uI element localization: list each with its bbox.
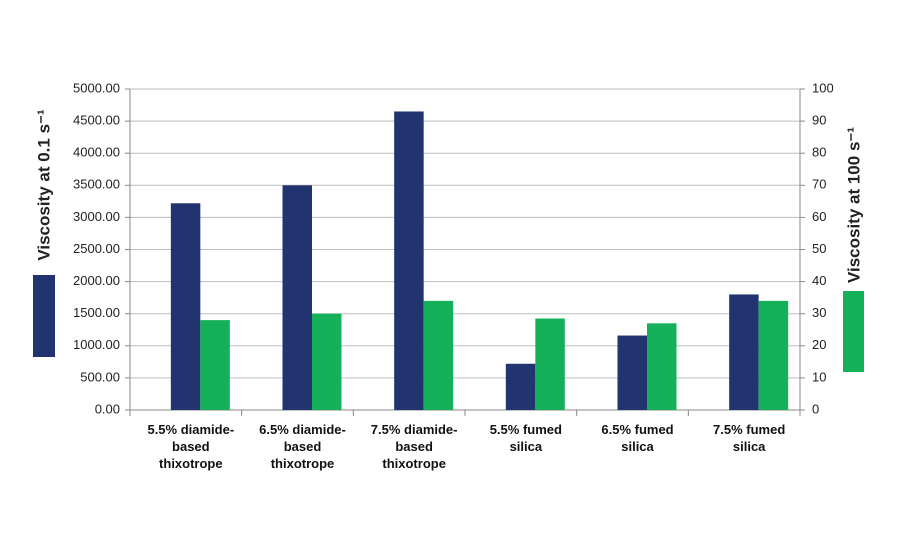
- x-tick-label: 7.5% diamide-based thixotrope: [370, 422, 458, 471]
- y-tick-label: 1000.00: [73, 337, 120, 352]
- y-axis-title: Viscosity at 0.1 s⁻¹: [34, 109, 53, 261]
- bar: [758, 300, 789, 410]
- bar: [617, 335, 647, 410]
- bar: [312, 313, 342, 410]
- bar: [394, 111, 424, 410]
- y-tick-label: 0.00: [95, 401, 120, 416]
- y2-axis-title: Viscosity at 100 s⁻¹: [844, 127, 863, 283]
- y2-tick-label: 40: [812, 273, 826, 288]
- x-tick-label: 5.5% diamide-based thixotrope: [147, 422, 235, 471]
- bar: [729, 294, 759, 410]
- y2-tick-label: 60: [812, 209, 826, 224]
- bar: [423, 300, 454, 410]
- y2-tick-label: 80: [812, 145, 826, 160]
- y-tick-label: 500.00: [80, 369, 120, 384]
- y-tick-label: 3500.00: [73, 177, 120, 192]
- y2-tick-label: 50: [812, 241, 826, 256]
- y2-tick-label: 90: [812, 113, 826, 128]
- legend-swatch: [843, 291, 864, 372]
- bar: [535, 318, 565, 410]
- y-tick-label: 5000.00: [73, 80, 120, 95]
- bar: [170, 203, 201, 410]
- y-tick-label: 4000.00: [73, 145, 120, 160]
- y-tick-label: 3000.00: [73, 209, 120, 224]
- bar: [505, 363, 536, 410]
- bar: [200, 320, 230, 410]
- y-tick-label: 2500.00: [73, 241, 120, 256]
- y-tick-label: 4500.00: [73, 113, 120, 128]
- y2-tick-label: 20: [812, 337, 826, 352]
- x-tick-label: 6.5% fumed silica: [601, 422, 674, 454]
- x-tick-label: 6.5% diamide-based thixotrope: [259, 422, 346, 471]
- legend-swatch: [33, 275, 55, 357]
- y2-tick-label: 70: [812, 177, 826, 192]
- bar: [647, 323, 677, 410]
- x-tick-label: 7.5% fumed silica: [713, 422, 786, 454]
- bar: [282, 185, 312, 410]
- y-tick-label: 2000.00: [73, 273, 120, 288]
- y2-tick-label: 0: [812, 401, 819, 416]
- x-tick-label: 5.5% fumed silica: [489, 422, 562, 454]
- y2-tick-label: 100: [812, 80, 834, 95]
- y2-tick-label: 10: [812, 369, 826, 384]
- y-tick-label: 1500.00: [73, 305, 120, 320]
- y2-tick-label: 30: [812, 305, 826, 320]
